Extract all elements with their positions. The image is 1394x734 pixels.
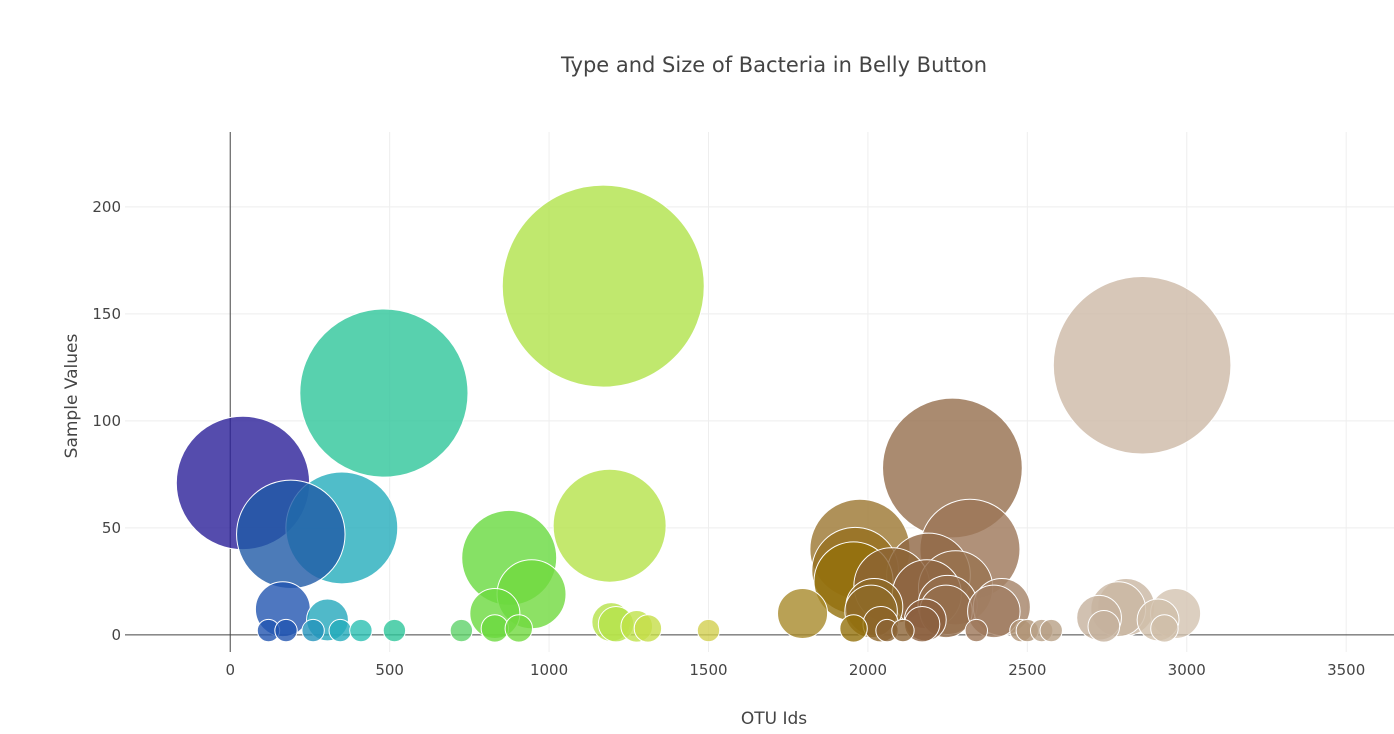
bubble-point[interactable] xyxy=(382,618,407,643)
x-tick-label: 3500 xyxy=(1327,661,1365,679)
x-tick-label: 1000 xyxy=(530,661,568,679)
x-tick-label: 0 xyxy=(225,661,235,679)
bubble-point[interactable] xyxy=(504,614,533,643)
y-tick-label: 200 xyxy=(92,198,121,216)
bubble-point[interactable] xyxy=(501,184,705,388)
bubble-point[interactable] xyxy=(480,614,510,643)
x-axis-title: OTU Ids xyxy=(741,709,807,729)
bubble-point[interactable] xyxy=(1150,614,1179,643)
bubble-point[interactable] xyxy=(1087,609,1121,643)
bubble-point[interactable] xyxy=(299,308,469,478)
bubble-point[interactable] xyxy=(964,618,989,643)
y-tick-label: 0 xyxy=(111,626,121,644)
bubble-point[interactable] xyxy=(301,618,325,643)
y-tick-label: 100 xyxy=(92,412,121,430)
x-tick-label: 1500 xyxy=(689,661,727,679)
x-tick-label: 500 xyxy=(375,661,404,679)
bubble-point[interactable] xyxy=(777,587,829,639)
bubble-point[interactable] xyxy=(839,614,868,643)
x-tick-label: 2000 xyxy=(849,661,887,679)
bubble-point[interactable] xyxy=(236,479,346,590)
bubble-point[interactable] xyxy=(274,618,298,643)
bubble-point[interactable] xyxy=(328,618,352,643)
bubble-point[interactable] xyxy=(891,618,915,643)
bubble-point[interactable] xyxy=(1052,275,1232,455)
bubble-point[interactable] xyxy=(633,614,663,643)
bubble-point[interactable] xyxy=(1039,618,1063,643)
bubble-point[interactable] xyxy=(552,468,667,583)
chart-title: Type and Size of Bacteria in Belly Butto… xyxy=(560,53,987,77)
x-tick-label: 2500 xyxy=(1008,661,1046,679)
y-tick-label: 150 xyxy=(92,305,121,323)
y-tick-label: 50 xyxy=(102,519,121,537)
bubble-point[interactable] xyxy=(449,618,474,643)
bubble-series xyxy=(175,184,1232,643)
tick-labels: 0 500 1000 1500 2000 2500 3000 3500 0 50 100 150 200 xyxy=(92,198,1365,679)
x-tick-label: 3000 xyxy=(1168,661,1206,679)
bubble-point[interactable] xyxy=(696,618,721,643)
y-axis-title: Sample Values xyxy=(62,334,82,459)
bubble-point[interactable] xyxy=(349,618,373,643)
